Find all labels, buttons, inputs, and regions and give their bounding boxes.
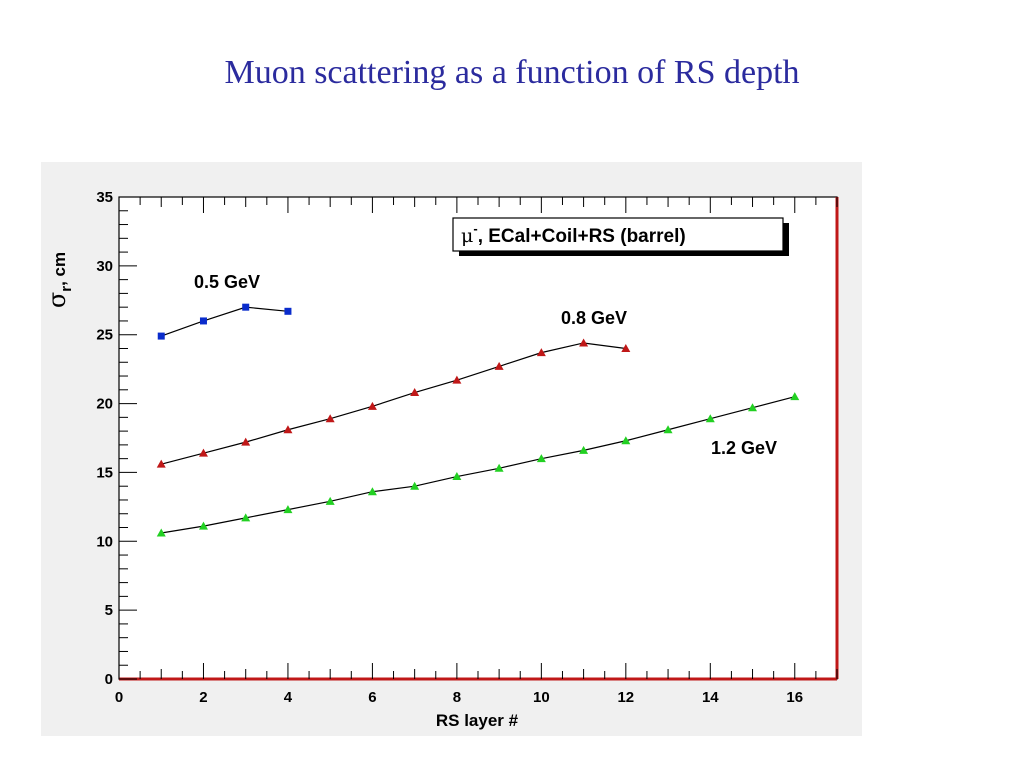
- legend-symbol: μ: [461, 225, 473, 247]
- series-line-1: [161, 342, 626, 465]
- data-point: [325, 414, 335, 423]
- data-point: [452, 375, 462, 384]
- data-point: [705, 414, 715, 423]
- y-tick-label: 20: [96, 396, 113, 413]
- slide-title: Muon scattering as a function of RS dept…: [224, 54, 800, 91]
- data-point: [325, 496, 335, 505]
- series-line-2: [161, 396, 795, 534]
- legend-box: [452, 217, 784, 252]
- y-axis-unit: , cm: [50, 252, 69, 286]
- chart-panel: 0 2 4 6 8 10 12 14 16 0 5 10 15 20 25 30 35 σr, cm RS la…: [41, 162, 862, 736]
- series-layer: [156, 303, 800, 537]
- y-tick-label: 15: [96, 464, 113, 481]
- data-point: [283, 425, 293, 434]
- legend-label: , ECal+Coil+RS (barrel): [478, 226, 686, 247]
- data-point: [748, 403, 758, 412]
- series-line-0: [161, 306, 288, 337]
- y-tick-label: 0: [105, 671, 113, 688]
- data-point: [241, 437, 251, 446]
- data-point: [621, 436, 631, 445]
- data-point: [199, 317, 207, 325]
- data-point: [241, 513, 251, 522]
- x-tick-label: 8: [453, 689, 461, 706]
- legend-superscript: -: [473, 221, 477, 236]
- y-tick-label: 35: [96, 189, 113, 206]
- x-tick-label: 14: [702, 689, 719, 706]
- data-point: [284, 307, 292, 315]
- y-tick-label: 5: [105, 602, 113, 619]
- data-point: [579, 445, 589, 454]
- axis-ticks: 0 2 4 6 8 10 12 14 16 0 5 10 15 20 25 30 35: [96, 189, 838, 706]
- y-axis-title: σr, cm: [43, 252, 75, 308]
- data-point: [242, 303, 250, 311]
- x-tick-label: 16: [786, 689, 803, 706]
- data-point: [663, 425, 673, 434]
- y-tick-label: 25: [96, 327, 113, 344]
- y-axis-symbol: σ: [43, 292, 71, 308]
- data-point: [198, 521, 208, 530]
- series-label-0: 0.5 GeV: [194, 272, 260, 292]
- data-point: [579, 338, 589, 347]
- plot-frame: [118, 196, 838, 680]
- data-point: [367, 401, 377, 410]
- x-tick-label: 12: [617, 689, 634, 706]
- x-tick-label: 2: [199, 689, 207, 706]
- y-axis-subscript: r: [58, 286, 75, 292]
- data-point: [283, 505, 293, 514]
- data-point: [156, 459, 166, 468]
- data-point: [410, 481, 420, 490]
- data-point: [790, 392, 800, 401]
- data-point: [156, 528, 166, 537]
- data-point: [410, 388, 420, 397]
- data-point: [536, 454, 546, 463]
- data-point: [367, 487, 377, 496]
- chart-svg: 0 2 4 6 8 10 12 14 16 0 5 10 15 20 25 30 35 σr, cm RS la…: [43, 189, 839, 730]
- series-label-2: 1.2 GeV: [711, 438, 777, 458]
- data-point: [536, 348, 546, 357]
- y-tick-label: 30: [96, 258, 113, 275]
- data-point: [494, 463, 504, 472]
- x-tick-label: 4: [284, 689, 293, 706]
- data-point: [621, 343, 631, 352]
- x-tick-label: 6: [368, 689, 376, 706]
- y-tick-label: 10: [96, 533, 113, 550]
- legend-text: μ-, ECal+Coil+RS (barrel): [461, 221, 686, 247]
- data-point: [452, 472, 462, 481]
- data-point: [157, 332, 165, 340]
- legend: μ-, ECal+Coil+RS (barrel): [452, 217, 789, 256]
- data-point: [198, 448, 208, 457]
- data-point: [494, 361, 504, 370]
- series-label-1: 0.8 GeV: [561, 308, 627, 328]
- x-tick-label: 0: [115, 689, 123, 706]
- x-axis-title: RS layer #: [436, 711, 519, 730]
- x-tick-label: 10: [533, 689, 550, 706]
